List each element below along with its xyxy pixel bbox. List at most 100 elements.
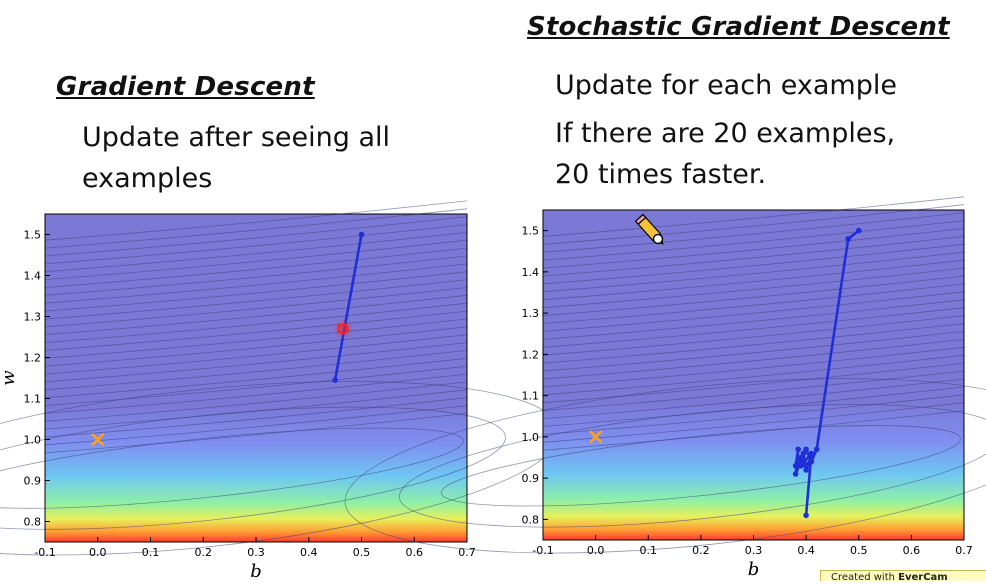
cursor-highlight [337, 323, 349, 335]
x-axis-label: b [250, 561, 262, 581]
y-tick-label: 1.4 [24, 270, 42, 283]
descent-point [803, 463, 809, 469]
descent-point [798, 454, 804, 461]
contour-line [542, 196, 965, 237]
left-heading: Gradient Descent [56, 72, 315, 102]
descent-path [333, 234, 363, 381]
descent-point [808, 454, 815, 461]
contour-line [44, 326, 468, 367]
x-tick-label: 0.3 [745, 544, 763, 557]
x-tick-label: 0.0 [587, 544, 605, 557]
contour-line [44, 224, 468, 265]
x-tick-label: 0.0 [89, 546, 107, 559]
right-line-2: If there are 20 examples, [555, 118, 896, 149]
y-tick-label: 0.8 [522, 513, 540, 526]
contour-line [542, 331, 965, 372]
contour-line [44, 302, 468, 343]
x-tick-label: 0.1 [640, 544, 658, 557]
y-tick-label: 1.1 [24, 393, 42, 406]
contour-line [44, 263, 468, 304]
right-line-3: 20 times faster. [555, 159, 767, 190]
y-tick-label: 1.5 [24, 229, 42, 242]
evercam-badge: Created with EverCam [820, 570, 986, 583]
contour-line [44, 232, 468, 273]
contour-ellipse [344, 378, 986, 554]
contour-line [542, 402, 965, 443]
badge-prefix: Created with [831, 572, 899, 583]
x-tick-label: 0.5 [850, 544, 868, 557]
contour-line [542, 243, 965, 285]
contour-line [542, 212, 965, 253]
descent-point [803, 446, 809, 453]
contour-line [44, 271, 468, 312]
descent-point [803, 512, 809, 519]
y-tick-label: 0.9 [24, 475, 42, 488]
contour-line [44, 208, 468, 249]
x-tick-label: 0.2 [692, 544, 710, 557]
descent-point [798, 463, 804, 469]
contour-line [542, 259, 965, 301]
contour-lines [344, 196, 986, 554]
contour-ellipse [399, 404, 986, 528]
contour-line [542, 315, 965, 356]
descent-point [813, 446, 820, 453]
contour-line [542, 275, 965, 316]
left-line-1: Update after seeing all [82, 122, 390, 153]
contour-line [44, 310, 468, 351]
contour-line [542, 346, 965, 388]
contour-line [542, 228, 965, 269]
y-tick-label: 1.3 [24, 311, 42, 324]
descent-point [845, 236, 851, 242]
x-tick-label: 0.4 [797, 544, 815, 557]
y-tick-label: 1.0 [24, 434, 42, 447]
contour-line [44, 334, 468, 375]
contour-line [44, 239, 468, 280]
contour-line [542, 410, 965, 451]
x-axis-label: b [748, 559, 760, 580]
contour-line [542, 354, 965, 396]
contour-ellipse [440, 425, 961, 507]
descent-point [800, 450, 807, 457]
x-tick-label: 0.2 [195, 546, 213, 559]
x-tick-label: -0.1 [532, 544, 553, 557]
y-tick-label: 1.2 [24, 352, 42, 365]
x-tick-label: 0.6 [406, 546, 424, 559]
badge-brand: EverCam [898, 572, 948, 583]
contour-line [542, 236, 965, 277]
x-tick-label: 0.7 [955, 544, 973, 557]
y-tick-label: 0.9 [522, 472, 540, 485]
sgd-chart: -0.1 0.0 0.1 0.2 0.3 0.4 0.5 0.6 0.7 0.8 0.9 1.0 1.1… [344, 196, 986, 580]
contour-line [542, 220, 965, 261]
heatmap-background [45, 214, 467, 542]
contour-line [542, 394, 965, 435]
contour-line [542, 291, 965, 332]
contour-line [542, 339, 965, 380]
x-tick-label: 0.4 [300, 546, 318, 559]
x-tick-label: -0.1 [34, 546, 55, 559]
contour-line [44, 342, 468, 383]
contour-line [542, 299, 965, 340]
contour-line [44, 365, 468, 406]
contour-line [44, 287, 468, 328]
y-tick-label: 0.8 [24, 516, 42, 529]
x-tick-label: 0.7 [458, 546, 476, 559]
descent-point [792, 463, 799, 469]
descent-point [808, 450, 815, 457]
contour-line [44, 350, 468, 391]
right-line-1: Update for each example [555, 70, 897, 101]
contour-line [44, 357, 468, 399]
contour-line [44, 279, 468, 320]
x-tick-label: 0.3 [247, 546, 265, 559]
descent-point [803, 467, 809, 473]
y-tick-label: 1.5 [522, 225, 540, 238]
pencil-eraser [634, 213, 647, 226]
contour-line [44, 294, 468, 336]
y-tick-label: 1.0 [522, 431, 540, 444]
descent-point [358, 231, 365, 238]
cursor-target-ring [652, 233, 664, 245]
contour-line [44, 216, 468, 257]
y-tick-label: 1.3 [522, 307, 540, 320]
contour-line [44, 318, 468, 359]
y-axis-label: w [0, 370, 19, 386]
